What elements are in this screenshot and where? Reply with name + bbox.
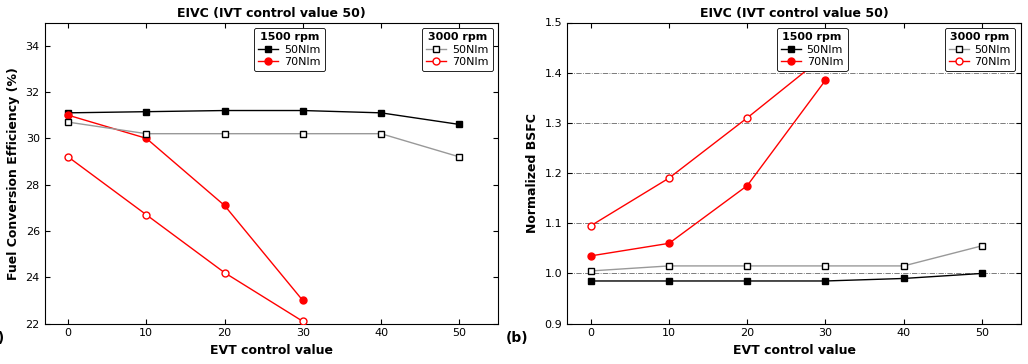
X-axis label: EVT control value: EVT control value xyxy=(210,344,333,357)
X-axis label: EVT control value: EVT control value xyxy=(733,344,855,357)
Y-axis label: Normalized BSFC: Normalized BSFC xyxy=(526,113,539,233)
Title: EIVC (IVT control value 50): EIVC (IVT control value 50) xyxy=(177,7,366,20)
Legend: 50Nlm, 70Nlm: 50Nlm, 70Nlm xyxy=(945,28,1016,71)
Title: EIVC (IVT control value 50): EIVC (IVT control value 50) xyxy=(700,7,888,20)
Legend: 50Nlm, 70Nlm: 50Nlm, 70Nlm xyxy=(421,28,492,71)
Text: (b): (b) xyxy=(506,331,528,345)
Text: (a): (a) xyxy=(0,331,5,345)
Y-axis label: Fuel Conversion Efficiency (%): Fuel Conversion Efficiency (%) xyxy=(7,67,20,280)
